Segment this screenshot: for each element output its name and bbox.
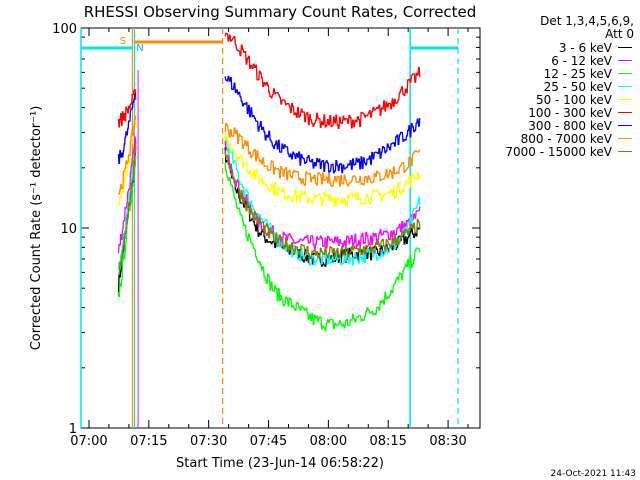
legend-swatch <box>618 151 632 152</box>
y-tick-label: 1 <box>69 422 77 437</box>
legend-swatch <box>618 138 632 139</box>
legend-entry-label: 7000 - 15000 keV <box>505 144 612 159</box>
y-tick-label: 10 <box>60 222 77 237</box>
legend-entry-label: 25 - 50 keV <box>543 79 612 94</box>
legend-swatch <box>618 125 632 126</box>
x-tick-label: 07:15 <box>130 434 167 449</box>
legend-entry: 7000 - 15000 keV <box>505 144 632 159</box>
legend-entry: 12 - 25 keV <box>543 66 632 81</box>
y-tick-label: 100 <box>52 22 77 37</box>
legend-entry-label: 6 - 12 keV <box>551 53 612 68</box>
legend-entry: 25 - 50 keV <box>543 79 632 94</box>
legend-swatch <box>618 112 632 113</box>
legend-swatch <box>618 47 632 48</box>
legend-entry: 300 - 800 keV <box>528 118 632 133</box>
series-line-0 <box>117 145 421 297</box>
legend-detectors-line1: Det 1,3,4,5,6,9, <box>540 14 634 28</box>
series-line-1 <box>117 136 421 254</box>
legend-entry: 6 - 12 keV <box>551 53 632 68</box>
date-stamp: 24-Oct-2021 11:43 <box>550 469 636 479</box>
legend-entry: 100 - 300 keV <box>528 105 632 120</box>
legend-swatch <box>618 60 632 61</box>
series-line-3 <box>117 136 421 270</box>
legend-entry: 3 - 6 keV <box>558 40 632 55</box>
legend-entry: 800 - 7000 keV <box>520 131 632 146</box>
legend-entry-label: 50 - 100 keV <box>535 92 612 107</box>
x-axis-label: Start Time (23-Jun-14 06:58:22) <box>176 456 384 471</box>
legend-entry-label: 12 - 25 keV <box>543 66 612 81</box>
chart-title: RHESSI Observing Summary Count Rates, Co… <box>84 3 477 21</box>
series-line-7 <box>118 115 421 195</box>
x-tick-label: 08:00 <box>310 434 347 449</box>
series-line-8 <box>117 141 421 277</box>
flag-label-s: S <box>120 36 126 47</box>
x-tick-label: 08:30 <box>429 434 466 449</box>
legend-entry-label: 800 - 7000 keV <box>520 131 612 146</box>
legend-entry-label: 100 - 300 keV <box>528 105 612 120</box>
x-tick-label: 07:45 <box>250 434 287 449</box>
legend-swatch <box>618 86 632 87</box>
x-tick-label: 07:00 <box>70 434 107 449</box>
legend-entry-label: 3 - 6 keV <box>558 40 612 55</box>
series-line-6 <box>117 75 421 174</box>
legend-swatch <box>618 99 632 100</box>
legend-entry-label: 300 - 800 keV <box>528 118 612 133</box>
series-line-5 <box>117 32 421 129</box>
legend-swatch <box>618 73 632 74</box>
x-tick-label: 08:15 <box>369 434 406 449</box>
x-tick-label: 07:30 <box>190 434 227 449</box>
legend-entry: 50 - 100 keV <box>535 92 632 107</box>
legend-detectors-line2: Att 0 <box>605 27 634 41</box>
flag-label-n: N <box>136 43 143 54</box>
y-axis-label: Corrected Count Rate (s⁻¹ detector⁻¹) <box>29 106 44 351</box>
